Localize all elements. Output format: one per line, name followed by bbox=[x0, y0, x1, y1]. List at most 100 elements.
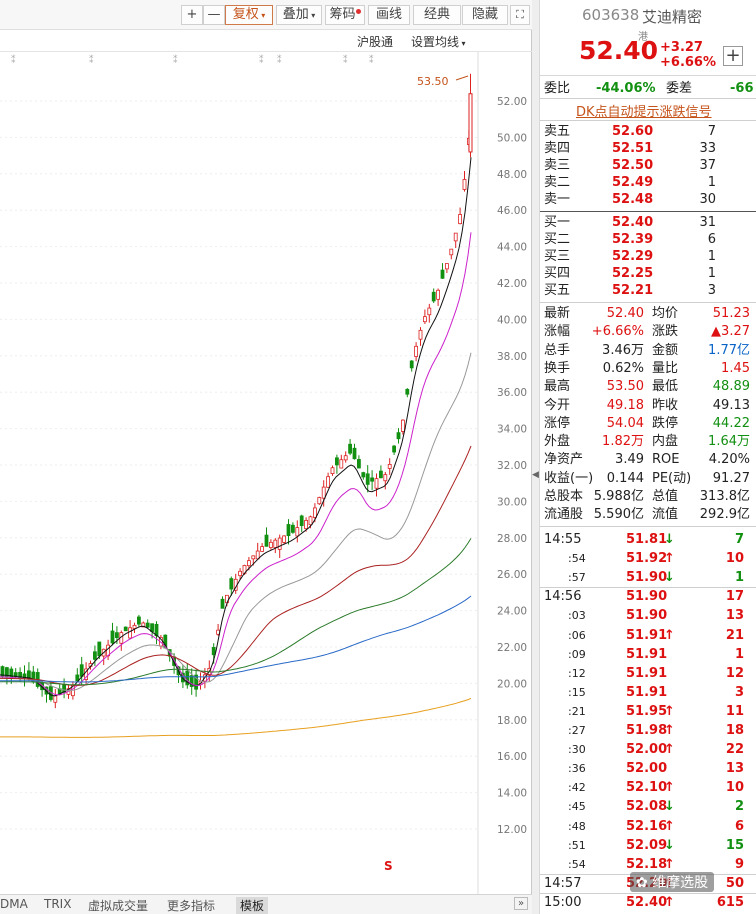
last-candle bbox=[468, 93, 473, 153]
order-diff-value: -66 bbox=[730, 81, 754, 96]
hk-connect-button[interactable]: 沪股通 bbox=[357, 35, 394, 49]
candle-body bbox=[378, 470, 383, 479]
ask-row[interactable]: 卖三 52.50 37 bbox=[540, 157, 756, 174]
price-tick-label: 46.00 bbox=[497, 205, 527, 217]
bid-row[interactable]: 买五 52.21 3 bbox=[540, 282, 756, 299]
scroll-right-icon[interactable]: » bbox=[514, 897, 529, 910]
ask-row[interactable]: 卖五 52.60 7 bbox=[540, 123, 756, 140]
tick-price: 51.91 bbox=[626, 665, 668, 681]
bid-price: 52.39 bbox=[612, 232, 654, 247]
tick-row: :54 52.18 ↑ 9 bbox=[540, 856, 756, 873]
price-tick-label: 38.00 bbox=[497, 351, 527, 363]
stock-code: 603638 bbox=[582, 6, 640, 24]
bid-row[interactable]: 买一 52.40 31 bbox=[540, 214, 756, 231]
stat-value: 292.9亿 bbox=[699, 507, 750, 523]
ask-row[interactable]: 卖一 52.48 30 bbox=[540, 191, 756, 208]
stat-label: 跌停 bbox=[652, 415, 679, 431]
candle-body bbox=[268, 541, 273, 549]
fullscreen-icon[interactable]: ⛶ bbox=[510, 5, 530, 25]
bid-row[interactable]: 买四 52.25 1 bbox=[540, 265, 756, 282]
wechat-icon: ✿ bbox=[636, 875, 653, 891]
candle-body bbox=[141, 622, 146, 628]
bid-price: 52.40 bbox=[612, 215, 654, 230]
hide-button[interactable]: 隐藏 bbox=[462, 5, 508, 25]
price-tick-label: 40.00 bbox=[497, 314, 527, 326]
stat-row: 换手 0.62% 量比 1.45 bbox=[540, 360, 756, 377]
tick-row: :48 52.16 ↑ 6 bbox=[540, 818, 756, 835]
chips-button[interactable]: 筹码 bbox=[325, 5, 365, 25]
zoom-out-button[interactable]: — bbox=[203, 5, 225, 25]
tick-price: 51.81 bbox=[626, 532, 668, 547]
candle-body bbox=[220, 598, 225, 609]
tick-volume: 3 bbox=[734, 684, 744, 700]
ask-volume: 37 bbox=[699, 158, 716, 173]
ask-row[interactable]: 卖四 52.51 33 bbox=[540, 140, 756, 157]
candle-body bbox=[264, 534, 269, 547]
moving-average-lines bbox=[0, 157, 472, 738]
price-tick-label: 12.00 bbox=[497, 824, 527, 836]
tick-price: 52.00 bbox=[626, 742, 668, 758]
candle-body bbox=[405, 388, 410, 395]
tick-time: :36 bbox=[568, 762, 586, 776]
bid-price: 52.25 bbox=[612, 266, 654, 281]
stat-row: 涨幅 +6.66% 涨跌 ▲3.27 bbox=[540, 323, 756, 340]
bid-level-label: 买二 bbox=[544, 232, 571, 247]
candle-body bbox=[308, 516, 313, 526]
candle-body bbox=[194, 674, 199, 690]
tick-volume: 13 bbox=[725, 761, 744, 777]
price-axis: 52.00 50.00 48.00 46.00 44.00 42.00 40.00 38.00… bbox=[11, 52, 527, 894]
candle-body bbox=[238, 570, 243, 577]
tick-row: :57 51.90 ↓ 1 bbox=[540, 569, 756, 586]
event-marker-icon: ⁑ bbox=[89, 54, 94, 66]
arrow-down-icon: ↓ bbox=[664, 837, 675, 853]
classic-button[interactable]: 经典 bbox=[413, 5, 461, 25]
add-watchlist-button[interactable]: + bbox=[723, 46, 743, 66]
candle-body bbox=[282, 535, 287, 543]
stat-value: ▲3.27 bbox=[711, 324, 750, 340]
price-tick-label: 16.00 bbox=[497, 751, 527, 763]
stat-row: 总股本 5.988亿 总值 313.8亿 bbox=[540, 488, 756, 505]
tick-price: 52.16 bbox=[626, 818, 668, 834]
stat-label: 净资产 bbox=[544, 452, 584, 468]
divider bbox=[540, 302, 756, 303]
candle-body bbox=[326, 476, 331, 488]
high-annotation: 53.50 bbox=[417, 75, 449, 88]
indicator-tab-more[interactable]: 更多指标 bbox=[167, 899, 216, 913]
candle-body bbox=[383, 474, 388, 482]
candle-body bbox=[304, 519, 309, 530]
tick-price: 52.18 bbox=[626, 856, 668, 872]
arrow-down-icon: ↓ bbox=[664, 532, 675, 547]
stat-value: 1.45 bbox=[721, 360, 750, 376]
tick-volume: 18 bbox=[725, 723, 744, 738]
draw-line-button[interactable]: 画线 bbox=[368, 5, 410, 25]
candle-body bbox=[427, 307, 432, 316]
indicator-tab-virtual-volume[interactable]: 虚拟成交量 bbox=[88, 899, 149, 913]
ma-line bbox=[0, 445, 472, 686]
ma-line bbox=[0, 697, 472, 738]
bid-row[interactable]: 买三 52.29 1 bbox=[540, 248, 756, 265]
overlay-dropdown[interactable]: 叠加 ▾ bbox=[276, 5, 322, 25]
indicator-tab-template[interactable]: 模板 bbox=[236, 897, 269, 914]
indicator-tab-trix[interactable]: TRIX bbox=[44, 897, 72, 911]
stat-label: 总手 bbox=[544, 342, 571, 358]
candle-body bbox=[409, 360, 414, 369]
tick-time: :42 bbox=[568, 781, 586, 795]
tick-row: 14:56 51.90 17 bbox=[540, 588, 756, 605]
bid-volume: 6 bbox=[707, 232, 716, 247]
tick-price: 51.92 bbox=[626, 551, 668, 567]
ask-row[interactable]: 卖二 52.49 1 bbox=[540, 174, 756, 191]
zoom-in-button[interactable]: + bbox=[181, 5, 203, 25]
panel-collapse-handle[interactable]: ◀ bbox=[532, 0, 540, 914]
bid-level-label: 买四 bbox=[544, 266, 571, 281]
adjust-rights-dropdown[interactable]: 复权 ▾ bbox=[225, 5, 273, 25]
stat-label: 内盘 bbox=[652, 434, 679, 450]
bid-row[interactable]: 买二 52.39 6 bbox=[540, 231, 756, 248]
market-tag: 港 bbox=[638, 32, 648, 43]
kline-chart[interactable]: 52.00 50.00 48.00 46.00 44.00 42.00 40.00 38.00… bbox=[0, 52, 532, 894]
candle-body bbox=[84, 668, 88, 680]
kline-chart-pane: + — 复权 ▾ 叠加 ▾ 筹码 画线 经典 隐藏 ⛶ 沪股通 设置均线 ▾ 5… bbox=[0, 0, 532, 914]
tick-time: :57 bbox=[568, 571, 586, 585]
dk-signal-link[interactable]: DK点自动提示涨跌信号 bbox=[576, 105, 712, 120]
ma-settings-dropdown[interactable]: 设置均线 ▾ bbox=[411, 33, 466, 50]
indicator-tab-dma[interactable]: DMA bbox=[0, 897, 28, 911]
